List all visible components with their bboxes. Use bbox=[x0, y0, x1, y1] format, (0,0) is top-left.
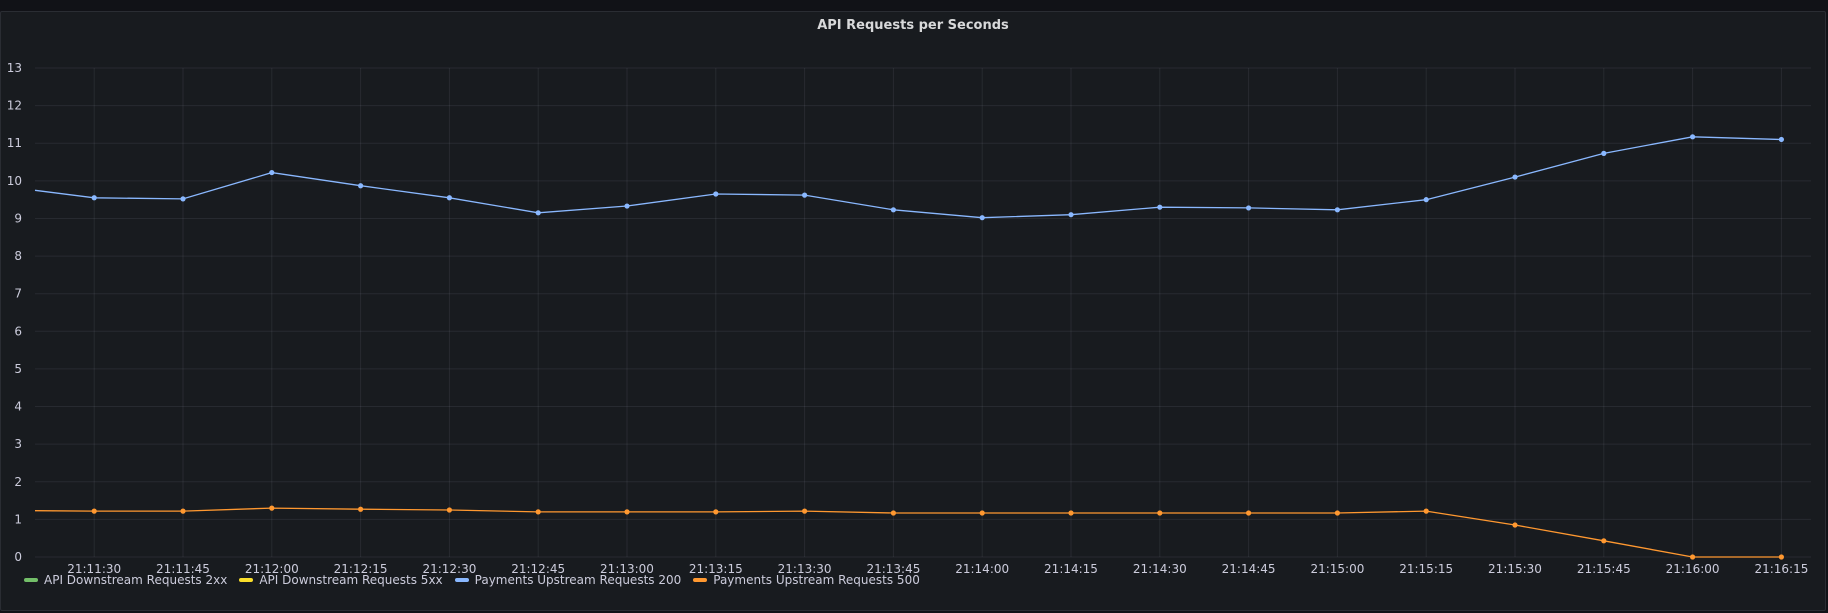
data-point[interactable] bbox=[1157, 510, 1163, 516]
series-line bbox=[34, 507, 1782, 558]
x-tick-label: 21:12:30 bbox=[422, 562, 476, 576]
y-tick-label: 7 bbox=[14, 287, 22, 301]
legend-item[interactable]: Payments Upstream Requests 200 bbox=[454, 573, 682, 587]
legend-swatch bbox=[693, 578, 708, 582]
x-tick-label: 21:13:15 bbox=[689, 562, 743, 576]
data-point[interactable] bbox=[713, 191, 719, 197]
x-tick-label: 21:16:00 bbox=[1666, 562, 1720, 576]
data-point[interactable] bbox=[180, 196, 186, 202]
y-tick-label: 5 bbox=[14, 362, 22, 376]
data-point[interactable] bbox=[1778, 136, 1784, 143]
data-point[interactable] bbox=[1690, 134, 1696, 140]
data-point[interactable] bbox=[1512, 174, 1518, 180]
data-point[interactable] bbox=[535, 509, 541, 515]
x-tick-label: 21:15:15 bbox=[1399, 562, 1453, 576]
x-tick-label: 21:14:00 bbox=[955, 562, 1009, 576]
x-tick-label: 21:11:45 bbox=[156, 562, 210, 576]
panel-title: API Requests per Seconds bbox=[817, 18, 1009, 33]
legend: API Downstream Requests 2xx API Downstrea… bbox=[24, 573, 932, 587]
legend-swatch bbox=[24, 578, 38, 582]
data-point[interactable] bbox=[1423, 508, 1429, 514]
x-tick-label: 21:13:00 bbox=[600, 562, 654, 576]
series-line bbox=[34, 136, 1782, 219]
data-point[interactable] bbox=[624, 509, 630, 515]
y-tick-label: 11 bbox=[7, 136, 22, 150]
legend-swatch bbox=[454, 578, 469, 582]
x-tick-label: 21:14:45 bbox=[1222, 562, 1276, 576]
data-point[interactable] bbox=[1423, 197, 1429, 203]
data-point[interactable] bbox=[1601, 538, 1607, 544]
data-point[interactable] bbox=[713, 509, 719, 515]
data-point[interactable] bbox=[890, 207, 897, 213]
x-tick-label: 21:15:30 bbox=[1488, 562, 1542, 576]
data-point[interactable] bbox=[1334, 510, 1340, 516]
data-point[interactable] bbox=[269, 505, 275, 511]
data-point[interactable] bbox=[446, 507, 452, 513]
y-tick-label: 10 bbox=[7, 174, 22, 188]
data-point[interactable] bbox=[1690, 554, 1696, 560]
data-point[interactable] bbox=[1512, 522, 1518, 528]
x-tick-label: 21:12:15 bbox=[334, 562, 388, 576]
data-point[interactable] bbox=[446, 195, 452, 201]
data-point[interactable] bbox=[269, 169, 275, 176]
data-point[interactable] bbox=[1068, 212, 1074, 218]
legend-item[interactable]: Payments Upstream Requests 500 bbox=[693, 573, 920, 587]
data-point[interactable] bbox=[1246, 510, 1252, 516]
y-tick-label: 0 bbox=[14, 550, 22, 564]
legend-label: API Downstream Requests 5xx bbox=[259, 573, 443, 587]
data-point[interactable] bbox=[1778, 554, 1784, 560]
data-point[interactable] bbox=[979, 510, 985, 516]
data-point[interactable] bbox=[91, 508, 97, 514]
data-point[interactable] bbox=[1601, 150, 1607, 156]
y-tick-label: 3 bbox=[14, 437, 22, 451]
y-tick-label: 8 bbox=[14, 249, 22, 263]
legend-item[interactable]: API Downstream Requests 5xx bbox=[239, 573, 443, 587]
x-tick-label: 21:15:00 bbox=[1310, 562, 1364, 576]
data-point[interactable] bbox=[1334, 207, 1340, 213]
y-tick-label: 2 bbox=[14, 475, 22, 489]
y-tick-label: 6 bbox=[14, 324, 22, 338]
x-tick-label: 21:12:00 bbox=[245, 562, 299, 576]
data-point[interactable] bbox=[358, 506, 364, 512]
legend-label: Payments Upstream Requests 500 bbox=[713, 573, 920, 587]
legend-label: API Downstream Requests 2xx bbox=[44, 573, 228, 587]
legend-swatch bbox=[239, 578, 254, 582]
x-axis-ticks: 21:11:30 21:11:45 21:12:00 21:12:15 21:12:30… bbox=[67, 562, 1808, 576]
data-point[interactable] bbox=[624, 203, 630, 209]
data-point[interactable] bbox=[1068, 510, 1074, 516]
series-lines bbox=[34, 134, 1784, 560]
x-tick-label: 21:14:15 bbox=[1044, 562, 1098, 576]
data-point[interactable] bbox=[535, 210, 541, 216]
data-point[interactable] bbox=[802, 508, 808, 514]
x-tick-label: 21:11:30 bbox=[67, 562, 121, 576]
data-point[interactable] bbox=[802, 192, 808, 198]
y-tick-label: 12 bbox=[7, 99, 22, 113]
x-tick-label: 21:13:30 bbox=[778, 562, 832, 576]
data-point[interactable] bbox=[358, 183, 364, 189]
x-tick-label: 21:14:30 bbox=[1133, 562, 1187, 576]
x-tick-label: 21:13:45 bbox=[866, 562, 920, 576]
chart-panel: API Requests per Seconds bbox=[0, 11, 1826, 611]
grid bbox=[35, 67, 1811, 558]
x-tick-label: 21:12:45 bbox=[511, 562, 565, 576]
y-tick-label: 1 bbox=[14, 512, 22, 526]
x-tick-label: 21:15:45 bbox=[1577, 562, 1631, 576]
legend-item[interactable]: API Downstream Requests 2xx bbox=[24, 573, 227, 587]
data-point[interactable] bbox=[91, 195, 97, 201]
data-point[interactable] bbox=[979, 215, 985, 221]
data-point[interactable] bbox=[1246, 205, 1252, 211]
data-point[interactable] bbox=[1157, 204, 1163, 210]
y-tick-label: 9 bbox=[14, 211, 22, 225]
legend-label: Payments Upstream Requests 200 bbox=[474, 573, 682, 587]
y-tick-label: 4 bbox=[14, 400, 22, 414]
data-point[interactable] bbox=[180, 508, 186, 514]
data-point[interactable] bbox=[890, 510, 897, 516]
y-tick-label: 13 bbox=[7, 61, 22, 75]
x-tick-label: 21:16:15 bbox=[1754, 562, 1808, 576]
